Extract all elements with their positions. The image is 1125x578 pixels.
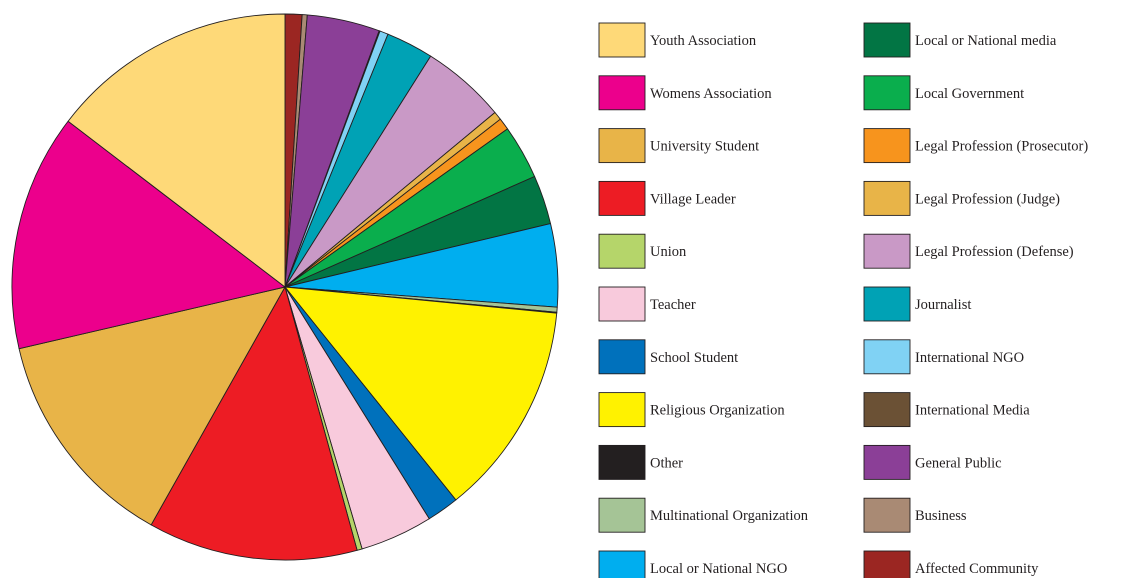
legend-label: University Student bbox=[650, 139, 759, 155]
legend-label: Legal Profession (Prosecutor) bbox=[915, 139, 1088, 155]
legend-item-village-leader: Village Leader bbox=[598, 180, 736, 216]
legend-label: Local or National NGO bbox=[650, 561, 787, 577]
legend-swatch bbox=[863, 339, 911, 375]
legend-label: General Public bbox=[915, 455, 1002, 471]
legend-swatch bbox=[863, 392, 911, 428]
legend-item-local-or-national-media: Local or National media bbox=[863, 22, 1057, 58]
legend-label: Womens Association bbox=[650, 86, 772, 102]
legend-swatch bbox=[598, 75, 646, 111]
legend-swatch bbox=[863, 550, 911, 578]
legend-label: Religious Organization bbox=[650, 403, 785, 419]
legend-item-union: Union bbox=[598, 233, 687, 269]
legend-item-youth-association: Youth Association bbox=[598, 22, 757, 58]
legend-label: Affected Community bbox=[915, 561, 1039, 577]
legend-label: Multinational Organization bbox=[650, 508, 809, 524]
pie-slice-youth-association bbox=[67, 13, 286, 288]
legend-swatch bbox=[863, 22, 911, 58]
pie-slice-womens-association bbox=[11, 120, 286, 350]
legend-item-legal-profession-judge: Legal Profession (Judge) bbox=[863, 180, 1060, 216]
legend-swatch bbox=[598, 180, 646, 216]
legend-item-business: Business bbox=[863, 497, 967, 533]
legend-label: Union bbox=[650, 244, 687, 260]
legend-item-general-public: General Public bbox=[863, 444, 1002, 480]
legend-label: Legal Profession (Judge) bbox=[915, 191, 1060, 207]
legend-label: Local Government bbox=[915, 86, 1024, 102]
legend-item-international-media: International Media bbox=[863, 392, 1030, 428]
legend-swatch bbox=[598, 128, 646, 164]
legend-label: Business bbox=[915, 508, 967, 524]
legend-label: Local or National media bbox=[915, 33, 1057, 49]
legend-swatch bbox=[598, 497, 646, 533]
legend-label: International Media bbox=[915, 403, 1030, 419]
legend-swatch bbox=[863, 128, 911, 164]
legend-label: Journalist bbox=[915, 297, 971, 313]
legend-swatch bbox=[598, 286, 646, 322]
legend-item-local-or-national-ngo: Local or National NGO bbox=[598, 550, 787, 578]
pie-slices bbox=[11, 13, 559, 561]
legend-swatch bbox=[598, 444, 646, 480]
legend-label: Village Leader bbox=[650, 191, 736, 207]
legend-swatch bbox=[598, 22, 646, 58]
legend-label: School Student bbox=[650, 350, 738, 366]
legend-swatch bbox=[863, 233, 911, 269]
legend-item-university-student: University Student bbox=[598, 128, 759, 164]
legend-swatch bbox=[598, 339, 646, 375]
legend-item-affected-community: Affected Community bbox=[863, 550, 1039, 578]
legend-label: Youth Association bbox=[650, 33, 757, 49]
legend-swatch bbox=[598, 550, 646, 578]
pie-slice-religious-organization bbox=[284, 286, 558, 501]
legend-swatch bbox=[863, 497, 911, 533]
legend-item-other: Other bbox=[598, 444, 683, 480]
pie-slice-village-leader bbox=[150, 286, 358, 561]
pie-slice-university-student bbox=[18, 286, 286, 526]
legend-item-legal-profession-defense: Legal Profession (Defense) bbox=[863, 233, 1074, 269]
legend-item-journalist: Journalist bbox=[863, 286, 971, 322]
legend-swatch bbox=[863, 286, 911, 322]
legend-item-legal-profession-prosecutor: Legal Profession (Prosecutor) bbox=[863, 128, 1088, 164]
legend-item-international-ngo: International NGO bbox=[863, 339, 1024, 375]
legend-label: International NGO bbox=[915, 350, 1024, 366]
legend-swatch bbox=[863, 444, 911, 480]
legend: Youth Association Womens Association Unive… bbox=[598, 22, 1088, 578]
legend-item-teacher: Teacher bbox=[598, 286, 696, 322]
legend-swatch bbox=[598, 233, 646, 269]
legend-label: Other bbox=[650, 455, 683, 471]
legend-item-womens-association: Womens Association bbox=[598, 75, 772, 111]
legend-swatch bbox=[598, 392, 646, 428]
legend-swatch bbox=[863, 75, 911, 111]
legend-item-religious-organization: Religious Organization bbox=[598, 392, 785, 428]
legend-label: Teacher bbox=[650, 297, 696, 313]
legend-item-multinational-organization: Multinational Organization bbox=[598, 497, 809, 533]
legend-label: Legal Profession (Defense) bbox=[915, 244, 1074, 260]
legend-swatch bbox=[863, 180, 911, 216]
legend-item-local-government: Local Government bbox=[863, 75, 1024, 111]
legend-item-school-student: School Student bbox=[598, 339, 738, 375]
